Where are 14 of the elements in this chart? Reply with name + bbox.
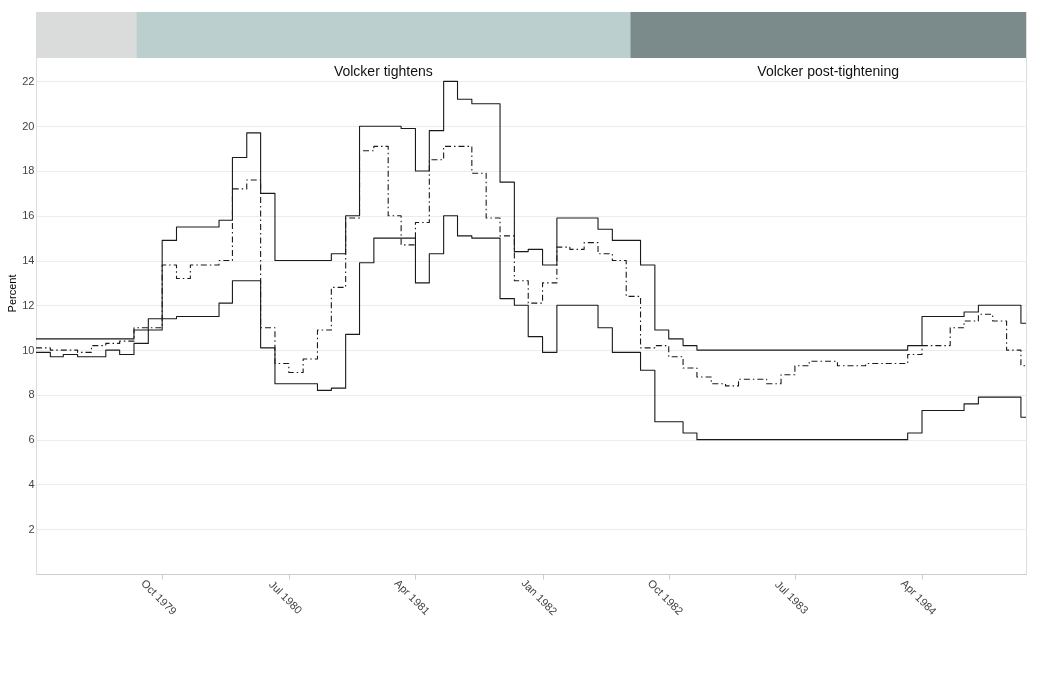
y-axis-title: Percent xyxy=(6,274,19,313)
y-tick-label: 18 xyxy=(22,164,35,177)
y-tick-label: 10 xyxy=(22,343,35,356)
y-tick-label: 20 xyxy=(22,119,35,132)
y-tick-label: 2 xyxy=(28,522,35,535)
band-label: Volcker tightens xyxy=(333,63,433,79)
y-tick-label: 22 xyxy=(22,74,35,87)
y-tick-label: 16 xyxy=(22,209,35,222)
band-label: Volcker post-tightening xyxy=(757,63,900,79)
y-tick-label: 14 xyxy=(22,254,35,267)
y-tick-label: 8 xyxy=(28,388,35,401)
y-tick-label: 4 xyxy=(28,477,35,490)
y-tick-label: 6 xyxy=(28,433,35,446)
y-tick-label: 12 xyxy=(22,298,35,311)
